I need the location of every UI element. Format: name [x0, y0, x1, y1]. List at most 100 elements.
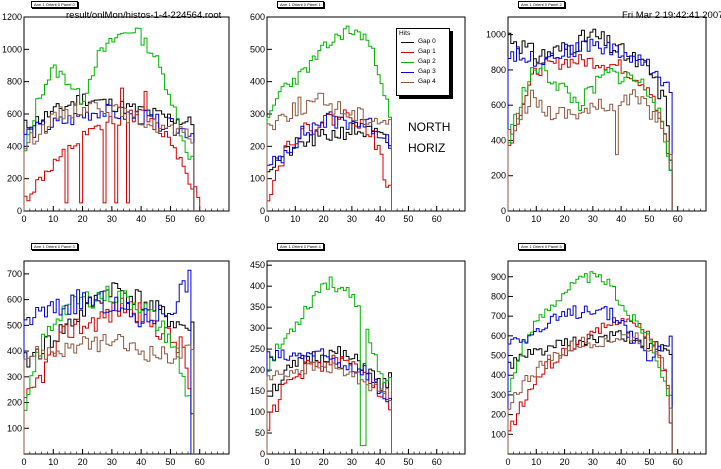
x-tick-label: 30: [347, 214, 357, 224]
series-gap-2-line: [266, 276, 392, 454]
x-tick-label: 20: [78, 214, 88, 224]
series-gap-2-line: [266, 25, 392, 211]
series-gap-2-line: [23, 285, 195, 454]
series-gap-0-line: [266, 122, 392, 211]
x-tick-label: 50: [403, 457, 413, 467]
y-tick-label: 200: [250, 141, 265, 151]
panel-2-title: Arm 1 Orient 0 Panel 2: [518, 1, 565, 8]
x-tick-label: 50: [165, 457, 175, 467]
y-tick-label: 400: [491, 135, 506, 145]
x-tick-label: 40: [136, 457, 146, 467]
y-tick-label: 500: [7, 320, 22, 330]
series-gap-2-line: [507, 271, 673, 454]
y-tick-label: 100: [250, 407, 265, 417]
y-tick-label: 100: [491, 429, 506, 439]
panel-1-title: Arm 1 Orient 0 Panel 1: [277, 1, 324, 8]
y-tick-label: 0: [501, 206, 506, 216]
y-tick-label: 0: [260, 449, 265, 459]
y-tick-label: 800: [491, 65, 506, 75]
x-tick-label: 60: [673, 457, 683, 467]
x-tick-label: 20: [319, 214, 329, 224]
x-tick-label: 20: [319, 457, 329, 467]
horiz-label: HORIZ: [408, 141, 446, 155]
y-tick-label: 400: [250, 77, 265, 87]
x-tick-label: 60: [432, 457, 442, 467]
x-tick-label: 60: [195, 214, 205, 224]
legend-title: Hits: [399, 30, 411, 37]
series-gap-1-line: [23, 87, 201, 211]
y-tick-label: 300: [250, 109, 265, 119]
x-tick-label: 60: [673, 214, 683, 224]
y-tick-label: 400: [491, 370, 506, 380]
panel-3-title: Arm 1 Orient 0 Panel 3: [31, 243, 78, 250]
x-tick-label: 30: [588, 457, 598, 467]
x-tick-label: 0: [264, 214, 269, 224]
x-tick-label: 30: [588, 214, 598, 224]
y-tick-label: 100: [7, 423, 22, 433]
series-gap-2-line: [507, 63, 673, 211]
legend-box: Hits Gap 0 Gap 1 Gap 2 Gap 3 Gap 4: [396, 28, 450, 96]
x-tick-label: 60: [432, 214, 442, 224]
y-tick-label: 400: [250, 281, 265, 291]
panel-5-frame: [507, 260, 707, 455]
x-tick-label: 40: [136, 214, 146, 224]
y-tick-label: 100: [250, 174, 265, 184]
y-tick-label: 600: [491, 331, 506, 341]
x-tick-label: 40: [616, 457, 626, 467]
series-gap-0-line: [23, 282, 195, 454]
series-gap-1-line: [266, 109, 392, 211]
series-gap-3-line: [266, 111, 392, 211]
y-tick-label: 200: [491, 410, 506, 420]
series-gap-4-line: [507, 89, 673, 211]
series-gap-1-line: [23, 297, 195, 454]
x-tick-label: 50: [403, 214, 413, 224]
x-tick-label: 30: [107, 214, 117, 224]
legend-entry: Gap 4: [401, 78, 447, 86]
north-label: NORTH: [408, 120, 451, 134]
y-tick-label: 50: [255, 428, 265, 438]
y-tick-label: 200: [7, 398, 22, 408]
x-tick-label: 10: [48, 457, 58, 467]
y-tick-label: 450: [250, 260, 265, 270]
datetime-label: Fri Mar 2 19:42:41 2007: [622, 10, 721, 21]
legend-entry: Gap 3: [401, 68, 447, 76]
y-tick-label: 1200: [2, 12, 22, 22]
filename-label: result/onlMon/histos-1-4-224564.root: [66, 10, 222, 21]
x-tick-label: 10: [531, 214, 541, 224]
legend-entry: Gap 2: [401, 58, 447, 66]
x-tick-label: 10: [531, 457, 541, 467]
series-gap-0-line: [507, 28, 673, 211]
series-gap-3-line: [23, 269, 192, 454]
x-tick-label: 50: [644, 214, 654, 224]
series-gap-4-line: [266, 92, 392, 211]
y-tick-label: 150: [250, 386, 265, 396]
x-tick-label: 0: [264, 457, 269, 467]
x-tick-label: 20: [78, 457, 88, 467]
y-tick-label: 500: [250, 44, 265, 54]
series-gap-3-line: [507, 305, 673, 454]
panel-0-title: Arm 1 Orient 0 Panel 0: [31, 1, 78, 8]
series-gap-0-line: [23, 93, 195, 211]
series-gap-3-line: [507, 38, 673, 211]
x-tick-label: 50: [644, 457, 654, 467]
y-tick-label: 1000: [2, 44, 22, 54]
y-tick-label: 600: [7, 109, 22, 119]
x-tick-label: 10: [290, 457, 300, 467]
y-tick-label: 200: [491, 171, 506, 181]
x-tick-label: 40: [616, 214, 626, 224]
x-tick-label: 0: [21, 214, 26, 224]
legend-entry: Gap 0: [401, 38, 447, 46]
panel-4-title: Arm 1 Orient 0 Panel 4: [277, 243, 324, 250]
x-tick-label: 20: [560, 214, 570, 224]
x-tick-label: 30: [347, 457, 357, 467]
y-tick-label: 900: [491, 272, 506, 282]
x-tick-label: 10: [48, 214, 58, 224]
panel-3-frame: [23, 260, 230, 455]
x-tick-label: 0: [21, 457, 26, 467]
y-tick-label: 300: [7, 372, 22, 382]
x-tick-label: 50: [165, 214, 175, 224]
x-tick-label: 10: [290, 214, 300, 224]
series-gap-4-line: [23, 101, 195, 211]
y-tick-label: 700: [491, 311, 506, 321]
x-tick-label: 30: [107, 457, 117, 467]
